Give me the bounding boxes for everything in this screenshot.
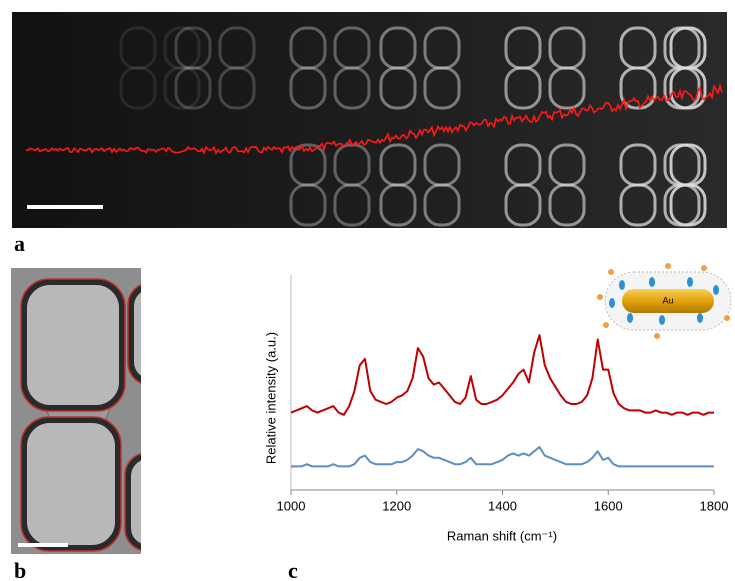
x-tick-label: 1600 [594,498,623,513]
spectrum [291,446,714,468]
x-axis-label: Raman shift (cm⁻¹) [447,528,557,543]
ring [333,66,371,110]
ring [289,183,327,227]
ring [174,66,212,110]
ring [504,183,542,227]
ring [423,183,461,227]
ring [333,183,371,227]
panel-label: a [14,231,25,256]
ring [119,26,157,70]
x-tick-label: 1400 [488,498,517,513]
ring [218,66,256,110]
scale-bar [27,205,103,209]
ring [548,66,586,110]
ring [423,26,461,70]
spectrum [290,334,714,416]
trace [25,82,723,155]
ring [218,26,256,70]
ring [333,26,371,70]
ring [163,26,201,70]
panel-label: c [288,558,298,581]
ring [423,66,461,110]
x-tick-label: 1200 [382,498,411,513]
ring [119,66,157,110]
ring [669,66,707,110]
x-tick-label: 1000 [277,498,306,513]
ring [548,183,586,227]
panel-a-image [12,12,727,228]
ring [423,143,461,187]
ring [379,66,417,110]
ring [379,143,417,187]
ring [619,183,657,227]
ring [289,26,327,70]
ring [289,66,327,110]
ring [504,66,542,110]
nanorod-inset: Au [597,263,732,339]
scale-bar [18,543,68,547]
ring [379,26,417,70]
ring [379,183,417,227]
y-axis-label: Relative intensity (a.u.) [263,332,278,464]
ring [163,66,201,110]
panel-b-image [11,268,221,554]
ring [619,66,657,110]
inset-label: Au [662,295,673,305]
x-tick-label: 1800 [700,498,729,513]
ring [669,183,707,227]
panel-label: b [14,558,26,581]
ring [174,26,212,70]
ring [289,143,327,187]
